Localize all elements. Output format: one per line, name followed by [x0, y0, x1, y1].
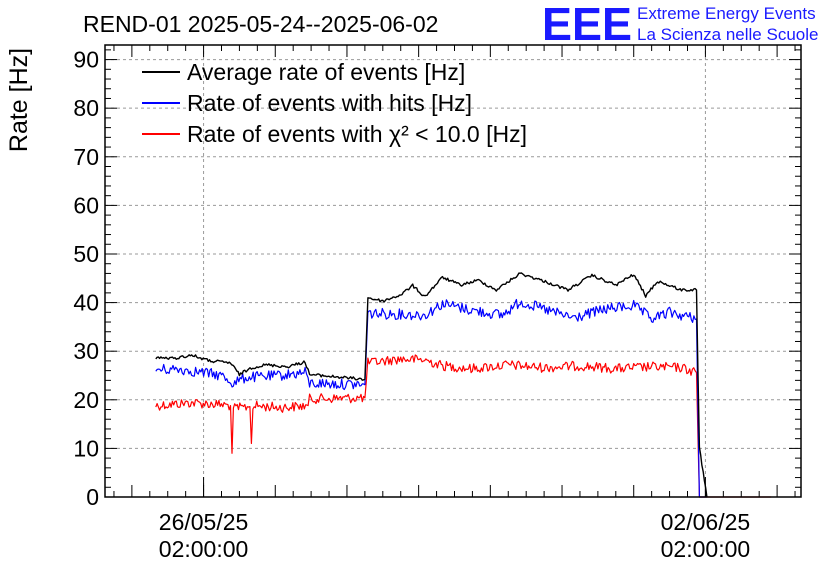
y-axis-label: Rate [Hz] [5, 48, 33, 152]
chart-title: REND-01 2025-05-24--2025-06-02 [83, 11, 438, 37]
plot-frame [104, 44, 802, 498]
y-tick-label: 90 [73, 47, 99, 73]
logo-mark: EEE [542, 0, 632, 50]
x-tick-label-time: 02:00:00 [661, 536, 751, 562]
legend: Average rate of events [Hz] Rate of even… [142, 59, 527, 147]
series-line-hits [155, 298, 707, 498]
eee-logo: EEE Extreme Energy Events La Scienza nel… [542, 0, 818, 50]
y-tick-label: 10 [73, 435, 99, 461]
y-tick-label: 20 [73, 387, 99, 413]
y-tick-label: 0 [86, 484, 99, 510]
x-tick-label-time: 02:00:00 [159, 536, 249, 562]
y-tick-label: 80 [73, 95, 99, 121]
series-line-chi2 [155, 354, 772, 498]
x-tick-label-date: 26/05/25 [159, 509, 249, 535]
legend-label-chi2: Rate of events with χ² < 10.0 [Hz] [187, 121, 527, 147]
logo-line-2: La Scienza nelle Scuole [637, 25, 818, 44]
legend-label-average: Average rate of events [Hz] [187, 59, 465, 85]
y-tick-label: 30 [73, 338, 99, 364]
series-line-average [155, 272, 708, 498]
y-tick-label: 70 [73, 144, 99, 170]
y-tick-label: 50 [73, 241, 99, 267]
logo-line-1: Extreme Energy Events [637, 4, 816, 23]
axis-ticks: 010203040506070809026/05/2502:00:0002/06… [73, 45, 801, 562]
series-layer [155, 272, 772, 498]
y-tick-label: 40 [73, 290, 99, 316]
legend-label-hits: Rate of events with hits [Hz] [187, 90, 472, 116]
x-tick-label-date: 02/06/25 [661, 509, 751, 535]
y-tick-label: 60 [73, 192, 99, 218]
